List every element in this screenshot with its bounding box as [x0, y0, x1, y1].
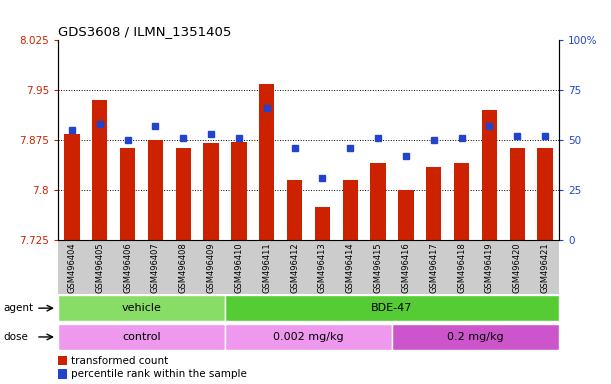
Text: GSM496420: GSM496420 — [513, 243, 522, 293]
Text: 0.2 mg/kg: 0.2 mg/kg — [447, 332, 504, 342]
Text: GSM496419: GSM496419 — [485, 243, 494, 293]
Bar — [92, 100, 108, 240]
Text: dose: dose — [3, 332, 27, 342]
Text: GSM496410: GSM496410 — [235, 243, 243, 293]
Bar — [225, 295, 559, 321]
Bar — [482, 110, 497, 240]
Bar — [225, 324, 392, 350]
Text: GDS3608 / ILMN_1351405: GDS3608 / ILMN_1351405 — [58, 25, 232, 38]
Bar — [538, 148, 553, 240]
Text: GSM496421: GSM496421 — [541, 243, 550, 293]
Text: GSM496418: GSM496418 — [457, 243, 466, 293]
Text: BDE-47: BDE-47 — [371, 303, 413, 313]
Text: GSM496406: GSM496406 — [123, 243, 132, 293]
Bar — [287, 180, 302, 240]
Text: GSM496408: GSM496408 — [179, 243, 188, 293]
Bar — [175, 148, 191, 240]
Text: GSM496415: GSM496415 — [374, 243, 382, 293]
Bar — [64, 134, 79, 240]
Bar — [148, 140, 163, 240]
Bar — [343, 180, 358, 240]
Bar — [203, 144, 219, 240]
Text: percentile rank within the sample: percentile rank within the sample — [71, 369, 246, 379]
Bar — [58, 324, 225, 350]
Bar — [58, 356, 67, 366]
Text: GSM496413: GSM496413 — [318, 243, 327, 293]
Bar — [58, 295, 225, 321]
Text: GSM496409: GSM496409 — [207, 243, 216, 293]
Bar — [259, 84, 274, 240]
Text: GSM496414: GSM496414 — [346, 243, 355, 293]
Bar — [398, 190, 414, 240]
Text: control: control — [122, 332, 161, 342]
Text: 0.002 mg/kg: 0.002 mg/kg — [273, 332, 344, 342]
Bar — [454, 164, 469, 240]
Text: transformed count: transformed count — [71, 356, 168, 366]
Text: GSM496404: GSM496404 — [67, 243, 76, 293]
Bar — [370, 164, 386, 240]
Text: agent: agent — [3, 303, 33, 313]
Bar — [426, 167, 442, 240]
Bar — [315, 207, 330, 240]
Bar — [58, 369, 67, 379]
Text: GSM496407: GSM496407 — [151, 243, 160, 293]
Text: GSM496411: GSM496411 — [262, 243, 271, 293]
Text: GSM496412: GSM496412 — [290, 243, 299, 293]
Text: GSM496416: GSM496416 — [401, 243, 411, 293]
Text: GSM496405: GSM496405 — [95, 243, 104, 293]
Bar — [120, 148, 135, 240]
Text: vehicle: vehicle — [122, 303, 161, 313]
Bar — [232, 142, 247, 240]
Bar — [392, 324, 559, 350]
Bar — [510, 148, 525, 240]
Text: GSM496417: GSM496417 — [430, 243, 438, 293]
